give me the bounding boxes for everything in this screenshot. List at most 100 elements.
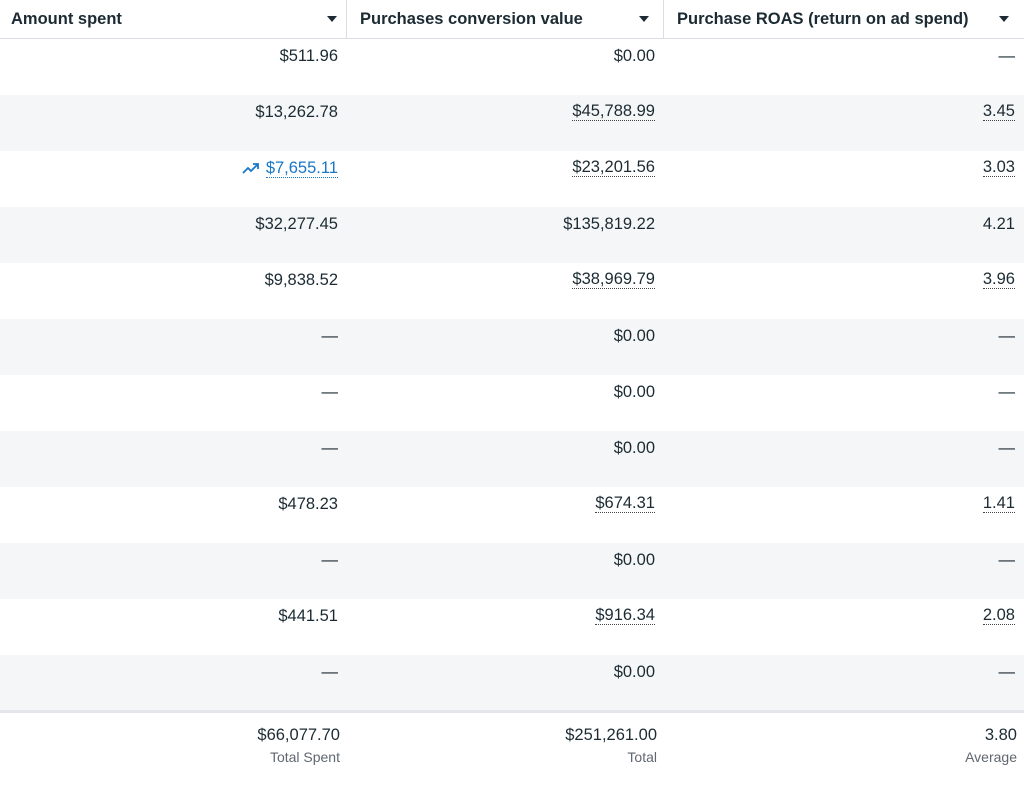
amount-spent-cell: $511.96 [0, 39, 347, 95]
table-row: $511.96 $0.00 — [0, 39, 1024, 95]
average-roas-cell: 3.80 Average [664, 713, 1024, 785]
amount-spent-value: — [321, 327, 339, 345]
average-roas-value: 3.80 [984, 726, 1017, 744]
table-row: — $0.00 — [0, 431, 1024, 487]
conversion-value-value[interactable]: $674.31 [595, 494, 655, 513]
conversion-value-cell: $135,819.22 [347, 207, 664, 263]
table-row: — $0.00 — [0, 319, 1024, 375]
roas-value: — [998, 551, 1016, 569]
column-header-label: Purchase ROAS (return on ad spend) [677, 9, 969, 28]
caret-down-icon[interactable] [999, 16, 1009, 22]
conversion-value-value[interactable]: $916.34 [595, 606, 655, 625]
column-header-label: Amount spent [11, 9, 122, 28]
roas-value[interactable]: 3.03 [982, 158, 1015, 177]
conversion-value-cell: $45,788.99 [347, 95, 664, 151]
amount-spent-cell: — [0, 319, 347, 375]
roas-cell: 3.03 [664, 151, 1024, 207]
amount-spent-cell: — [0, 655, 347, 711]
roas-value: 4.21 [982, 215, 1015, 233]
conversion-value-value[interactable]: $45,788.99 [572, 102, 655, 121]
roas-value[interactable]: 1.41 [982, 494, 1015, 513]
total-spent-value: $66,077.70 [257, 726, 340, 744]
total-spent-label: Total Spent [269, 749, 340, 765]
table-totals-row: $66,077.70 Total Spent $251,261.00 Total… [0, 710, 1024, 785]
roas-cell: 4.21 [664, 207, 1024, 263]
conversion-value-value: $0.00 [613, 551, 655, 569]
roas-value[interactable]: 3.45 [982, 102, 1015, 121]
table-row: $441.51 $916.34 2.08 [0, 599, 1024, 655]
amount-spent-value: — [321, 383, 339, 401]
roas-cell: 2.08 [664, 599, 1024, 655]
total-conversion-cell: $251,261.00 Total [347, 713, 664, 785]
table-header: Amount spent Purchases conversion value … [0, 0, 1024, 39]
amount-spent-value: $511.96 [279, 47, 338, 65]
roas-cell: 3.45 [664, 95, 1024, 151]
conversion-value-cell: $0.00 [347, 319, 664, 375]
amount-spent-value: $13,262.78 [255, 103, 338, 121]
conversion-value-cell: $0.00 [347, 431, 664, 487]
roas-cell: — [664, 375, 1024, 431]
roas-cell: 1.41 [664, 487, 1024, 543]
trending-up-icon [242, 160, 260, 179]
roas-value[interactable]: 3.96 [982, 270, 1015, 289]
conversion-value-cell: $0.00 [347, 655, 664, 711]
conversion-value-value[interactable]: $23,201.56 [572, 158, 655, 177]
amount-spent-cell: — [0, 375, 347, 431]
table-row: — $0.00 — [0, 375, 1024, 431]
conversion-value-value: $0.00 [613, 663, 655, 681]
total-conversion-value: $251,261.00 [565, 726, 657, 744]
table-row: $9,838.52 $38,969.79 3.96 [0, 263, 1024, 319]
table-body: $511.96 $0.00 — $13,262.78 $45,788.99 3.45 $7,… [0, 39, 1024, 711]
amount-spent-cell: $13,262.78 [0, 95, 347, 151]
roas-value: — [998, 383, 1016, 401]
amount-spent-value: $32,277.45 [255, 215, 338, 233]
column-header-purchases-conversion-value[interactable]: Purchases conversion value [347, 0, 664, 38]
amount-spent-value: — [321, 439, 339, 457]
total-conversion-label: Total [627, 749, 657, 765]
amount-spent-cell: $441.51 [0, 599, 347, 655]
amount-spent-cell: $7,655.11 [0, 151, 347, 207]
amount-spent-cell: — [0, 543, 347, 599]
amount-spent-link-group[interactable]: $7,655.11 [242, 159, 338, 179]
roas-value: — [998, 663, 1016, 681]
table-row: $478.23 $674.31 1.41 [0, 487, 1024, 543]
conversion-value-value: $0.00 [613, 383, 655, 401]
total-spent-cell: $66,077.70 Total Spent [0, 713, 347, 785]
column-header-label: Purchases conversion value [360, 9, 583, 28]
roas-value[interactable]: 2.08 [982, 606, 1015, 625]
conversion-value-value: $135,819.22 [563, 215, 655, 233]
amount-spent-value: $441.51 [278, 607, 338, 625]
roas-value: — [998, 439, 1016, 457]
table-row: $32,277.45 $135,819.22 4.21 [0, 207, 1024, 263]
caret-down-icon[interactable] [639, 16, 649, 22]
roas-cell: — [664, 655, 1024, 711]
amount-spent-value[interactable]: $7,655.11 [265, 159, 338, 178]
amount-spent-value: — [321, 551, 339, 569]
conversion-value-value: $0.00 [613, 439, 655, 457]
conversion-value-cell: $674.31 [347, 487, 664, 543]
conversion-value-value: $0.00 [613, 47, 655, 65]
amount-spent-cell: $478.23 [0, 487, 347, 543]
table-row: — $0.00 — [0, 655, 1024, 711]
amount-spent-value: $478.23 [278, 495, 338, 513]
table-row: $13,262.78 $45,788.99 3.45 [0, 95, 1024, 151]
conversion-value-cell: $23,201.56 [347, 151, 664, 207]
conversion-value-cell: $916.34 [347, 599, 664, 655]
table-row: — $0.00 — [0, 543, 1024, 599]
table-row: $7,655.11 $23,201.56 3.03 [0, 151, 1024, 207]
amount-spent-cell: $9,838.52 [0, 263, 347, 319]
average-roas-label: Average [965, 749, 1017, 765]
roas-cell: — [664, 543, 1024, 599]
amount-spent-value: — [321, 663, 339, 681]
column-header-amount-spent[interactable]: Amount spent [0, 0, 347, 38]
roas-cell: — [664, 39, 1024, 95]
roas-cell: — [664, 319, 1024, 375]
column-header-purchase-roas[interactable]: Purchase ROAS (return on ad spend) [664, 0, 1024, 38]
roas-value: — [998, 47, 1016, 65]
roas-cell: 3.96 [664, 263, 1024, 319]
roas-value: — [998, 327, 1016, 345]
caret-down-icon[interactable] [327, 16, 337, 22]
conversion-value-value[interactable]: $38,969.79 [572, 270, 655, 289]
conversion-value-cell: $0.00 [347, 543, 664, 599]
